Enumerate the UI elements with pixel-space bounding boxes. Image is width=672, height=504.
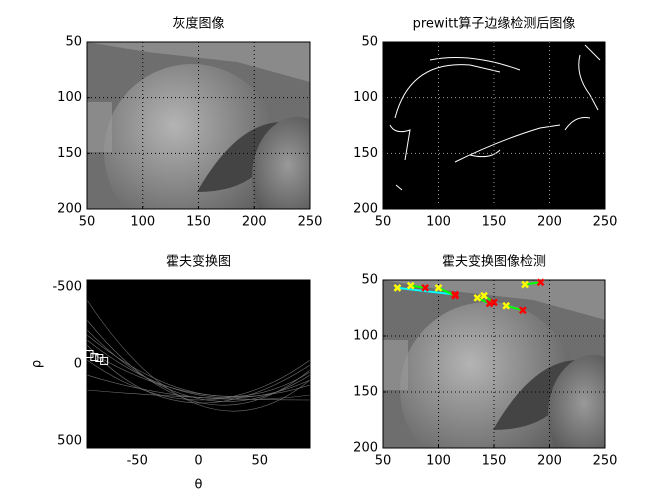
y-tick-label: 150 [57,146,82,161]
chart-title: prewitt算子边缘检测后图像 [413,17,576,32]
edge-image [383,42,605,209]
y-tick-label: 200 [353,202,378,217]
line-start [406,281,415,290]
line-start [521,280,529,289]
detected-line [410,284,426,289]
x-tick-label: 50 [251,454,268,469]
x-tick-label: 150 [482,215,507,230]
peak [90,353,99,362]
hough-image [87,280,310,448]
x-axis-label: θ [195,478,203,493]
image [87,42,310,209]
axes-box [382,279,606,449]
x-tick-label: 200 [537,454,562,469]
x-tick-label: 100 [130,215,155,230]
axes-box [86,279,311,449]
peak [100,356,109,365]
y-tick-label: -500 [52,279,82,294]
line-end [490,298,498,307]
y-tick-label: 100 [57,90,82,105]
line-start [393,283,402,292]
y-tick-label: 50 [361,273,378,288]
x-tick-label: -50 [127,454,148,469]
y-tick-label: 100 [353,90,378,105]
axes-box [382,41,606,210]
line-end [451,291,460,300]
x-tick-label: 50 [79,215,96,230]
detected-line [524,281,541,286]
x-tick-label: 50 [375,454,392,469]
y-tick-label: 100 [353,329,378,344]
x-tick-label: 100 [426,454,451,469]
x-tick-label: 250 [593,454,618,469]
x-tick-label: 50 [375,215,392,230]
x-tick-label: 200 [242,215,267,230]
y-tick-label: 500 [57,434,82,449]
y-tick-label: 200 [353,441,378,456]
detected-line [397,286,456,296]
peak [95,353,104,362]
chart-title: 霍夫变换图 [166,254,231,270]
x-tick-label: 250 [593,215,618,230]
y-tick-label: 200 [57,202,82,217]
line-start [473,294,482,302]
line-start [480,291,488,300]
y-tick-label: 50 [361,35,378,50]
line-end [536,278,545,287]
detected-line [505,304,524,312]
x-tick-label: 150 [482,454,507,469]
x-tick-label: 100 [426,215,451,230]
y-tick-label: 50 [65,35,82,50]
line-start [502,301,511,310]
y-tick-label: 150 [353,385,378,400]
x-tick-label: 0 [194,454,202,469]
y-tick-label: 150 [353,146,378,161]
chart-title: 灰度图像 [172,16,224,32]
x-tick-label: 150 [186,215,211,230]
axes-box [86,41,311,210]
chart-title: 霍夫变换图像检测 [442,254,546,270]
line-end [518,306,527,315]
y-axis-label: ρ [30,360,45,368]
y-tick-label: 0 [74,357,82,372]
line-start [434,283,443,292]
x-tick-label: 200 [537,215,562,230]
x-tick-label: 250 [298,215,323,230]
line-end [421,283,430,292]
axes-layer: 灰度图像 50 100 150 200 250 50 100 150 200 prewitt算子边缘… [30,16,618,493]
